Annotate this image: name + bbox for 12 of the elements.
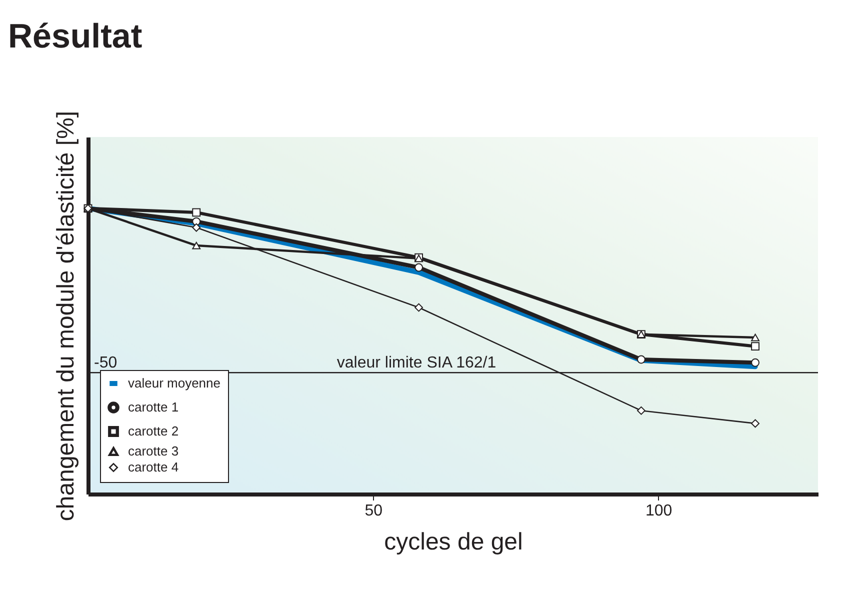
legend-label: carotte 3 bbox=[128, 444, 179, 458]
legend-label: carotte 1 bbox=[128, 400, 179, 414]
chart-title: Résultat bbox=[8, 17, 142, 56]
legend-label: carotte 4 bbox=[128, 460, 179, 474]
legend-label: carotte 2 bbox=[128, 424, 179, 438]
x-tick-label: 100 bbox=[645, 502, 672, 520]
x-axis-title: cycles de gel bbox=[384, 528, 523, 556]
x-tick-label: 50 bbox=[364, 502, 383, 520]
legend-label: valeur moyenne bbox=[128, 376, 220, 390]
annotation: -50 bbox=[94, 354, 118, 372]
y-axis-title: changement du module d'élasticité [%] bbox=[52, 110, 80, 522]
ref-line-label: valeur limite SIA 162/1 bbox=[336, 354, 496, 372]
